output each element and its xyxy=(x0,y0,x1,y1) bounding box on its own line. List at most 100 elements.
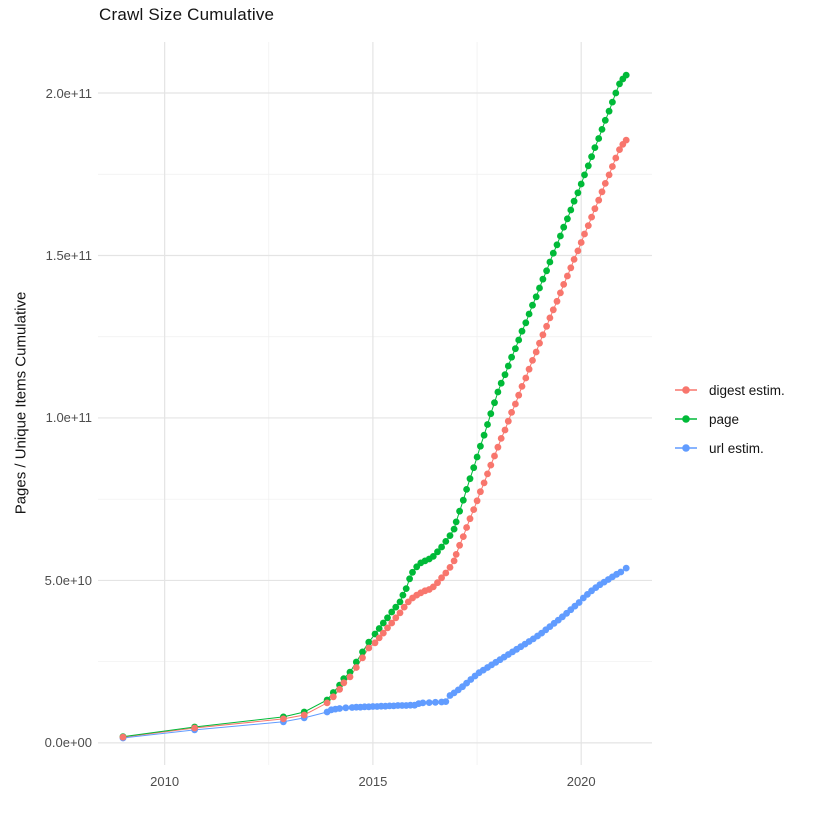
legend-key-dot xyxy=(682,415,690,423)
data-point xyxy=(402,585,410,592)
data-point xyxy=(529,301,536,309)
data-point xyxy=(365,638,373,646)
data-point xyxy=(612,154,620,162)
data-point xyxy=(591,205,599,213)
data-point xyxy=(564,215,571,223)
data-point xyxy=(375,625,383,632)
legend-key-icon xyxy=(675,386,697,394)
data-point xyxy=(470,506,478,513)
data-point xyxy=(560,223,568,231)
data-point xyxy=(543,267,550,275)
data-point xyxy=(375,634,383,642)
data-point xyxy=(359,654,366,662)
data-point xyxy=(584,222,592,230)
legend-item-url-estim: url estim. xyxy=(673,440,785,456)
data-point xyxy=(388,619,396,627)
data-point xyxy=(567,206,575,214)
data-point xyxy=(359,648,366,656)
data-point xyxy=(574,189,582,197)
data-point xyxy=(539,275,547,283)
data-point xyxy=(442,698,450,705)
data-point xyxy=(508,353,515,361)
data-point xyxy=(622,564,630,572)
data-point xyxy=(591,144,599,152)
data-point xyxy=(463,524,470,531)
data-point xyxy=(452,551,460,558)
legend-item-label: digest estim. xyxy=(709,382,785,398)
data-point xyxy=(512,345,519,353)
data-point xyxy=(480,431,488,439)
data-point xyxy=(396,609,404,617)
data-point xyxy=(557,232,564,240)
y-tick-label: 2.0e+11 xyxy=(45,85,92,101)
data-point xyxy=(504,417,512,425)
data-point xyxy=(392,614,400,622)
data-point xyxy=(588,153,595,161)
data-point xyxy=(352,658,360,666)
data-point xyxy=(609,163,616,170)
legend-key-dot xyxy=(682,444,690,452)
data-point xyxy=(609,98,616,106)
data-point xyxy=(340,679,348,687)
legend-item-label: url estim. xyxy=(709,440,764,456)
data-point xyxy=(336,705,343,712)
data-point xyxy=(616,80,623,88)
data-point xyxy=(459,533,467,540)
data-point xyxy=(491,399,498,407)
data-point xyxy=(567,264,575,272)
data-point xyxy=(532,348,540,356)
data-point xyxy=(616,146,623,154)
data-point xyxy=(536,339,543,347)
data-point xyxy=(518,327,526,335)
data-point xyxy=(546,258,554,266)
data-point xyxy=(617,568,625,576)
data-point xyxy=(392,603,400,611)
data-point xyxy=(525,310,533,318)
series-points-digest-estim xyxy=(119,136,630,741)
gridlines xyxy=(98,42,652,765)
data-point xyxy=(450,557,458,565)
data-point xyxy=(494,388,502,396)
data-point xyxy=(546,314,554,322)
data-point xyxy=(605,107,613,115)
legend-item-label: page xyxy=(709,411,740,427)
data-point xyxy=(442,538,450,545)
data-point xyxy=(522,319,530,327)
data-point xyxy=(601,116,609,124)
data-point xyxy=(497,435,505,442)
data-point xyxy=(119,733,127,741)
data-point xyxy=(470,464,478,472)
data-point xyxy=(484,470,491,478)
data-point xyxy=(494,443,502,451)
data-point xyxy=(442,569,450,577)
data-point xyxy=(346,673,354,681)
data-point xyxy=(323,699,331,707)
data-point xyxy=(429,583,437,591)
series-points-url-estim xyxy=(119,564,630,742)
data-point xyxy=(425,699,433,706)
data-point xyxy=(570,256,578,263)
data-point xyxy=(336,685,343,693)
data-point xyxy=(570,197,578,205)
data-point xyxy=(581,171,588,179)
legend-item-page: page xyxy=(673,411,785,427)
data-point xyxy=(532,293,540,301)
data-point xyxy=(446,532,454,539)
data-point xyxy=(598,188,606,196)
y-tick-label: 1.0e+11 xyxy=(45,410,92,426)
data-point xyxy=(577,239,585,246)
data-point xyxy=(504,362,512,370)
data-point xyxy=(501,426,509,434)
data-point xyxy=(438,543,445,551)
data-point xyxy=(622,71,630,79)
data-point xyxy=(371,639,379,647)
data-point xyxy=(581,230,588,238)
data-point xyxy=(515,391,523,399)
data-point xyxy=(456,541,463,549)
legend-key-icon xyxy=(675,444,697,452)
data-point xyxy=(595,196,603,204)
legend-item-digest-estim: digest estim. xyxy=(673,382,785,398)
data-point xyxy=(601,180,609,187)
data-point xyxy=(529,357,536,364)
data-point xyxy=(518,383,526,390)
